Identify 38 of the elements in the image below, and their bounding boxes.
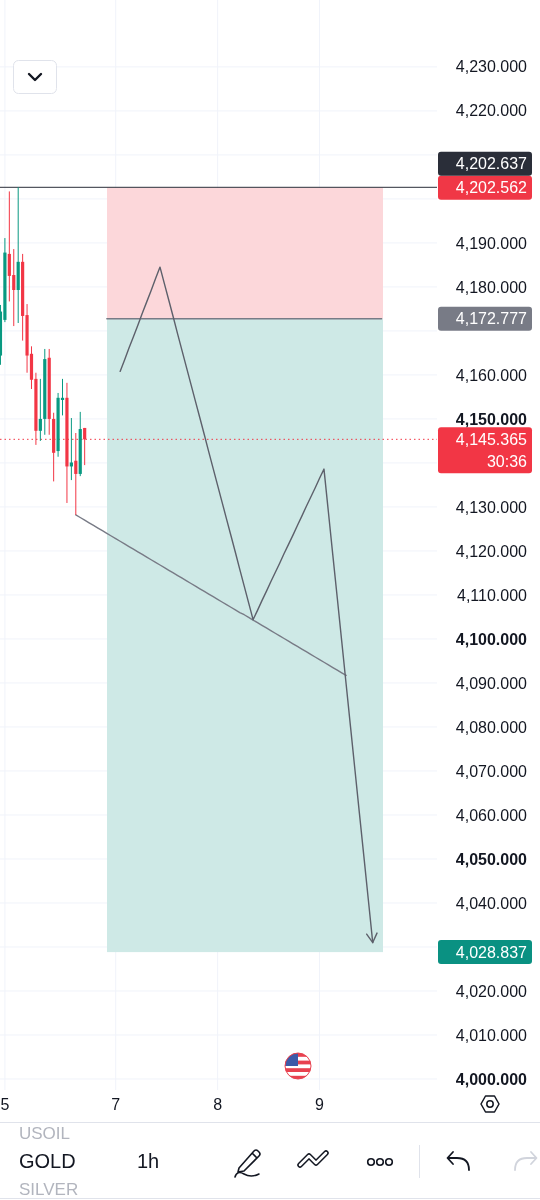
text: USOIL — [19, 1123, 71, 1143]
y-tick-label: 4,220.000 — [455, 102, 528, 120]
y-tick-label: 4,110.000 — [457, 586, 528, 604]
y-tick-label: 4,000.000 — [455, 1070, 528, 1088]
text: 1h — [137, 1150, 160, 1172]
x-tick-label: 7 — [111, 1095, 121, 1113]
y-tick-label: 4,090.000 — [455, 674, 528, 692]
text: SILVER — [19, 1179, 79, 1199]
x-tick-label: 8 — [213, 1095, 223, 1113]
text: 4,172.777 — [455, 310, 528, 328]
y-tick-label: 4,130.000 — [455, 498, 528, 516]
y-tick-label: 4,160.000 — [455, 366, 528, 384]
ref-line-label: 4,145.365 — [455, 430, 528, 448]
y-tick-label: 4,120.000 — [455, 542, 528, 560]
text: GOLD — [19, 1150, 76, 1172]
y-tick-label: 4,230.000 — [455, 58, 528, 76]
x-tick-label: 5 — [0, 1095, 10, 1113]
y-tick-label: 4,020.000 — [455, 982, 528, 1000]
x-tick-label: 9 — [315, 1095, 325, 1113]
text: 30:36 — [486, 452, 528, 470]
candlestick — [38, 378, 42, 442]
y-tick-label: 4,100.000 — [455, 630, 528, 648]
candlestick — [7, 190, 11, 302]
y-tick-label: 4,190.000 — [455, 234, 528, 252]
y-tick-label: 4,180.000 — [455, 278, 528, 296]
text: 4,028.837 — [455, 943, 528, 961]
candlestick — [69, 417, 73, 481]
y-tick-label: 4,040.000 — [455, 894, 528, 912]
ref-line-label: 4,202.637 — [455, 155, 528, 173]
y-tick-label: 4,010.000 — [455, 1026, 528, 1044]
candlestick — [12, 248, 16, 327]
y-tick-label: 4,050.000 — [455, 850, 528, 868]
y-tick-label: 4,070.000 — [455, 762, 528, 780]
y-tick-label: 4,060.000 — [455, 806, 528, 824]
y-tick-label: 4,150.000 — [455, 410, 528, 428]
y-tick-label: 4,080.000 — [455, 718, 528, 736]
line-series — [75, 514, 347, 677]
text: 4,202.562 — [455, 179, 528, 197]
